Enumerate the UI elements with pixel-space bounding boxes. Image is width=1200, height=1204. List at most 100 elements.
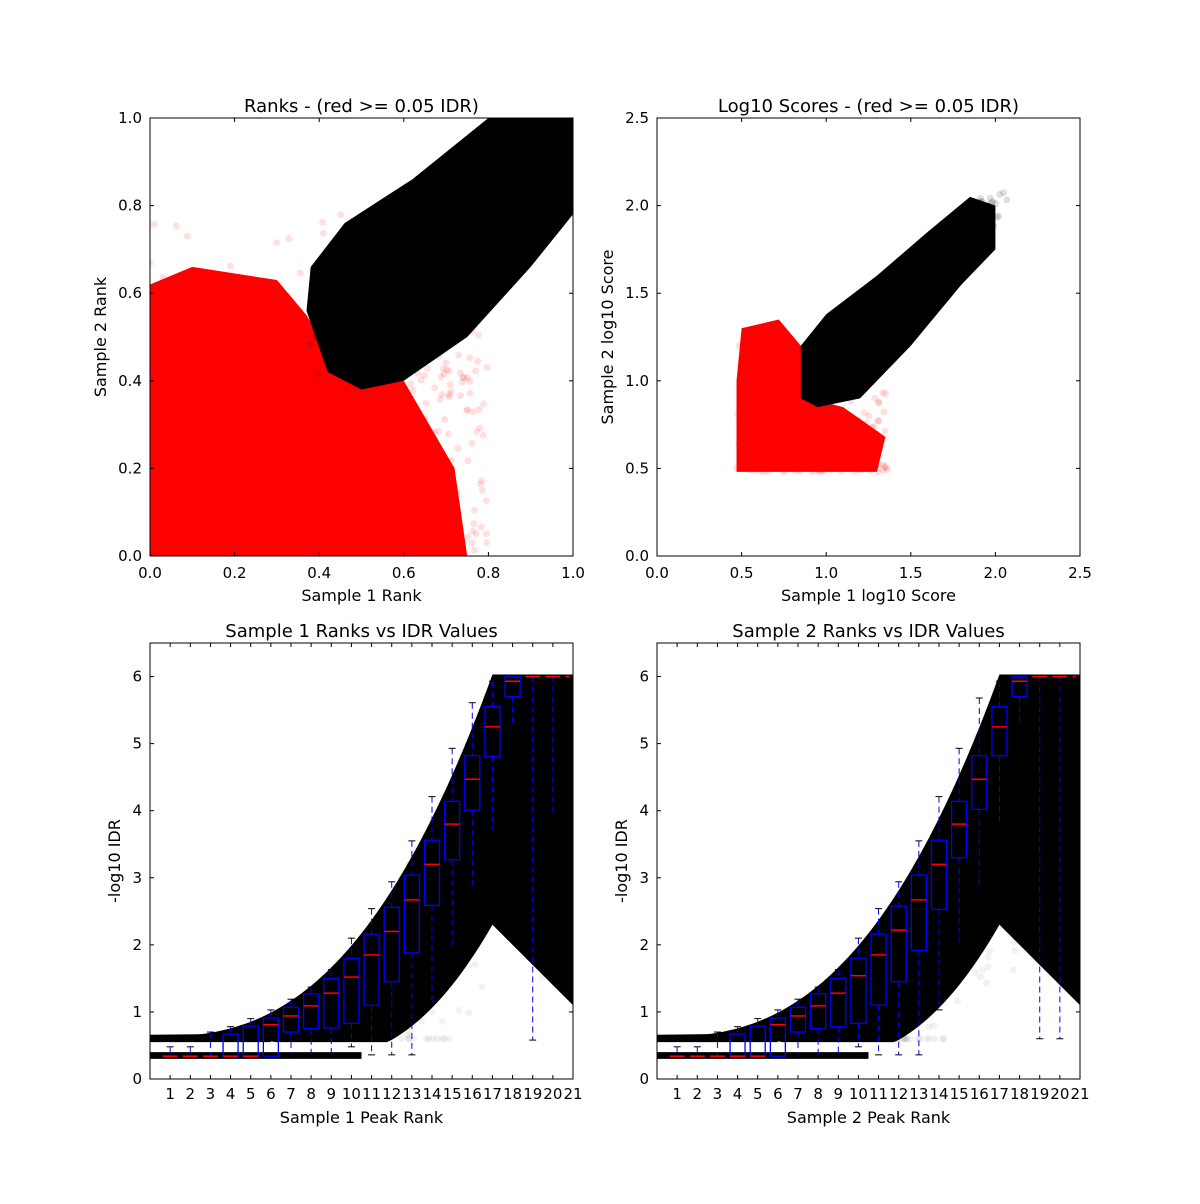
fail-point [466,389,474,397]
fail-point [476,424,484,432]
fail-point [479,431,487,439]
idr-point [930,1022,938,1030]
y-tick-label: 0 [639,1070,649,1088]
fail-point [457,392,465,400]
idr-point [939,1035,947,1043]
box-iqr [991,706,1008,757]
fail-point [456,369,464,377]
y-tick-label: 0.6 [118,284,142,302]
chart-title: Sample 2 Ranks vs IDR Values [732,621,1004,642]
y-tick-label: 0.4 [118,372,142,390]
pass-point [575,115,582,122]
idr-point [903,1035,911,1043]
idr-band [657,674,1080,1043]
fail-point [442,359,450,367]
box-20 [545,675,561,814]
fail-point [871,394,879,402]
box-16 [464,702,481,891]
fail-point [421,372,429,380]
idr-point [982,979,990,987]
fail-point [881,427,889,435]
idr-point [403,1031,411,1039]
box-2 [182,1046,198,1057]
x-tick-label: 12 [382,1085,401,1103]
x-tick-label: 4 [733,1085,743,1103]
x-tick-label: 15 [950,1085,969,1103]
fail-point [435,427,443,435]
axes-frame [149,117,574,557]
fail-point [469,408,477,416]
fail-point [445,390,453,398]
box-iqr [830,977,847,1028]
plot-area [150,673,573,1059]
pass-point [576,115,583,122]
x-tick-label: 0.5 [730,564,754,582]
idr-point [902,1035,910,1043]
x-tick-label: 1.0 [814,564,838,582]
x-tick-label: 1 [165,1085,175,1103]
fail-point [472,367,480,375]
pass-point [579,134,586,141]
pass-point [996,190,1004,198]
fail-point [447,388,455,396]
y-tick-label: 4 [639,802,649,820]
box-iqr [343,957,360,1024]
box-iqr [504,675,521,698]
x-tick-label: 0.4 [307,564,331,582]
fail-point [455,351,463,359]
axes-frame [656,117,1081,557]
y-axis-label: -log10 IDR [612,819,631,903]
fail-point [470,546,478,554]
fail-point [882,463,890,471]
x-tick-label: 3 [713,1085,723,1103]
box-iqr [262,1017,280,1057]
y-tick-label: 0.0 [118,547,142,565]
y-tick-label: 2.5 [625,109,649,127]
fail-point [483,363,491,371]
x-tick-label: 2.5 [1068,564,1092,582]
box-2 [689,1046,705,1057]
box-18 [1011,675,1028,728]
chart-title: Ranks - (red >= 0.05 IDR) [244,96,479,117]
pass-point [1000,189,1008,197]
fail-point [468,439,476,447]
fail-point [482,530,490,538]
fail-point [422,399,430,407]
fail-point [474,331,482,339]
fail-point [423,364,431,372]
x-tick-label: 1 [672,1085,682,1103]
fail-point [445,367,453,375]
fail-point [466,354,474,362]
box-iqr [769,1017,787,1057]
pass-region [800,196,996,408]
x-axis-label: Sample 1 log10 Score [781,586,956,605]
x-tick-label: 11 [869,1085,888,1103]
y-tick-label: 1.0 [625,372,649,390]
fail-point [464,406,472,414]
fail-point [471,506,479,514]
box-18 [504,675,521,728]
y-tick-label: 0.0 [625,547,649,565]
x-tick-label: 8 [813,1085,823,1103]
box-3 [709,1031,725,1057]
box-19 [1032,675,1048,1040]
fail-point [150,259,154,267]
fail-point [474,357,482,365]
fail-point [463,374,471,382]
box-iqr [850,957,867,1024]
y-tick-label: 1 [639,1003,649,1021]
x-tick-label: 10 [342,1085,361,1103]
box-13 [910,840,928,1056]
fail-point [438,391,446,399]
box-15 [950,747,968,945]
fail-point [436,395,444,403]
box-1 [162,1046,178,1057]
x-tick-label: 2 [186,1085,196,1103]
pass-point [993,213,1001,221]
x-tick-label: 18 [1010,1085,1029,1103]
x-axis-label: Sample 2 Peak Rank [787,1108,951,1127]
plot-area [657,674,1080,1059]
box-iqr [403,874,421,954]
box-17 [991,680,1008,826]
box-iqr [363,933,380,1006]
